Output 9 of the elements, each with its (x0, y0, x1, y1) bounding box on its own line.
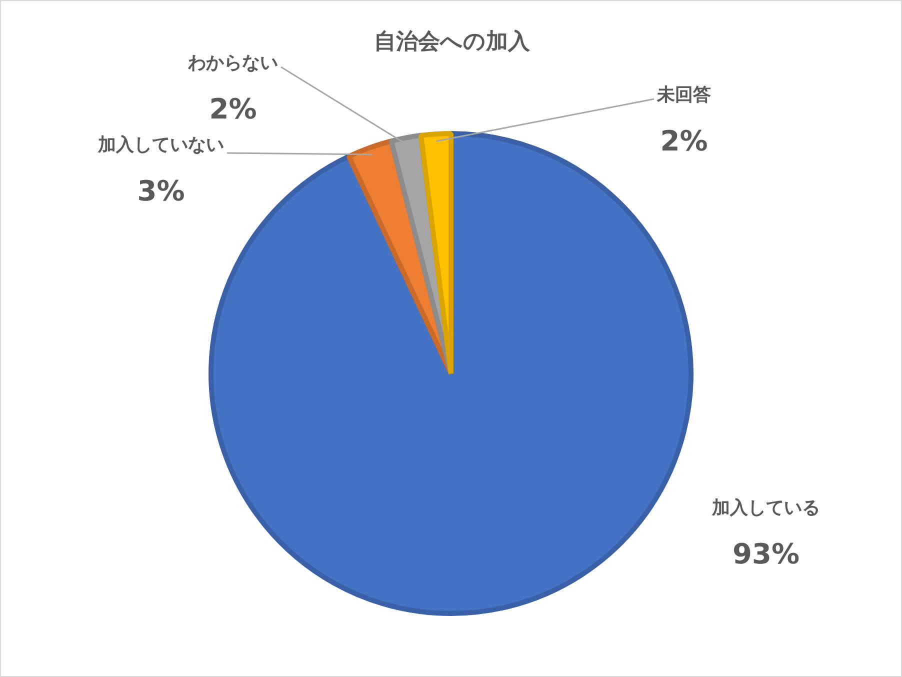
data-label: 2% (660, 124, 708, 158)
slice-label: わからない (187, 52, 278, 74)
slice-label: 未回答 (656, 84, 711, 106)
data-label: 2% (209, 92, 257, 126)
chart-title: 自治会への加入 (374, 30, 531, 55)
slice-label: 加入していない (97, 134, 224, 156)
slice-label: 加入している (711, 498, 820, 519)
data-label: 3% (137, 174, 185, 208)
data-label: 93% (732, 537, 800, 570)
